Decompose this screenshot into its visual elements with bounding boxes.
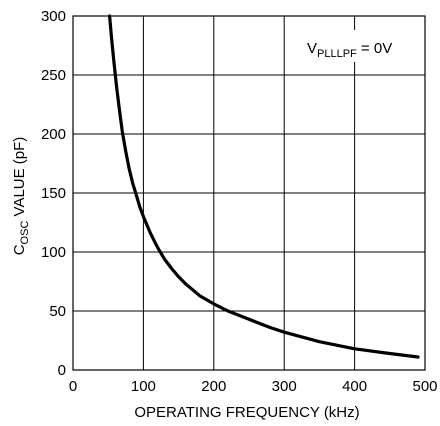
x-tick-label: 0 <box>69 378 77 395</box>
series-line-cosc <box>107 14 420 359</box>
x-tick-label: 100 <box>131 378 156 395</box>
series-layer <box>107 14 420 359</box>
y-tick-label: 250 <box>41 67 66 84</box>
tick-labels: 0 100 200 300 400 500 0 50 100 150 200 250 300 <box>41 8 438 395</box>
condition-annotation: VPLLLPF = 0V <box>307 40 392 60</box>
y-axis-title: COSC VALUE (pF) <box>11 137 31 256</box>
y-tick-label: 50 <box>49 303 66 320</box>
grid-lines <box>73 16 425 370</box>
y-axis-title-main: C <box>11 244 28 255</box>
x-tick-label: 200 <box>201 378 226 395</box>
x-tick-label: 500 <box>412 378 437 395</box>
y-axis-title-rest: VALUE (pF) <box>11 137 28 221</box>
annotation-subscript: PLLLPF <box>317 48 357 60</box>
plot-frame <box>72 15 426 371</box>
annotation-rest: = 0V <box>357 40 392 57</box>
annotation-background <box>294 30 422 62</box>
y-tick-label: 150 <box>41 185 66 202</box>
annotation-main: V <box>307 40 317 57</box>
x-tick-label: 300 <box>272 378 297 395</box>
y-tick-label: 100 <box>41 244 66 261</box>
y-axis-title-subscript: OSC <box>19 221 31 245</box>
x-tick-label: 400 <box>342 378 367 395</box>
y-tick-label: 300 <box>41 8 66 25</box>
x-axis-title: OPERATING FREQUENCY (kHz) <box>134 404 359 421</box>
y-tick-label: 200 <box>41 126 66 143</box>
y-tick-label: 0 <box>58 362 66 379</box>
